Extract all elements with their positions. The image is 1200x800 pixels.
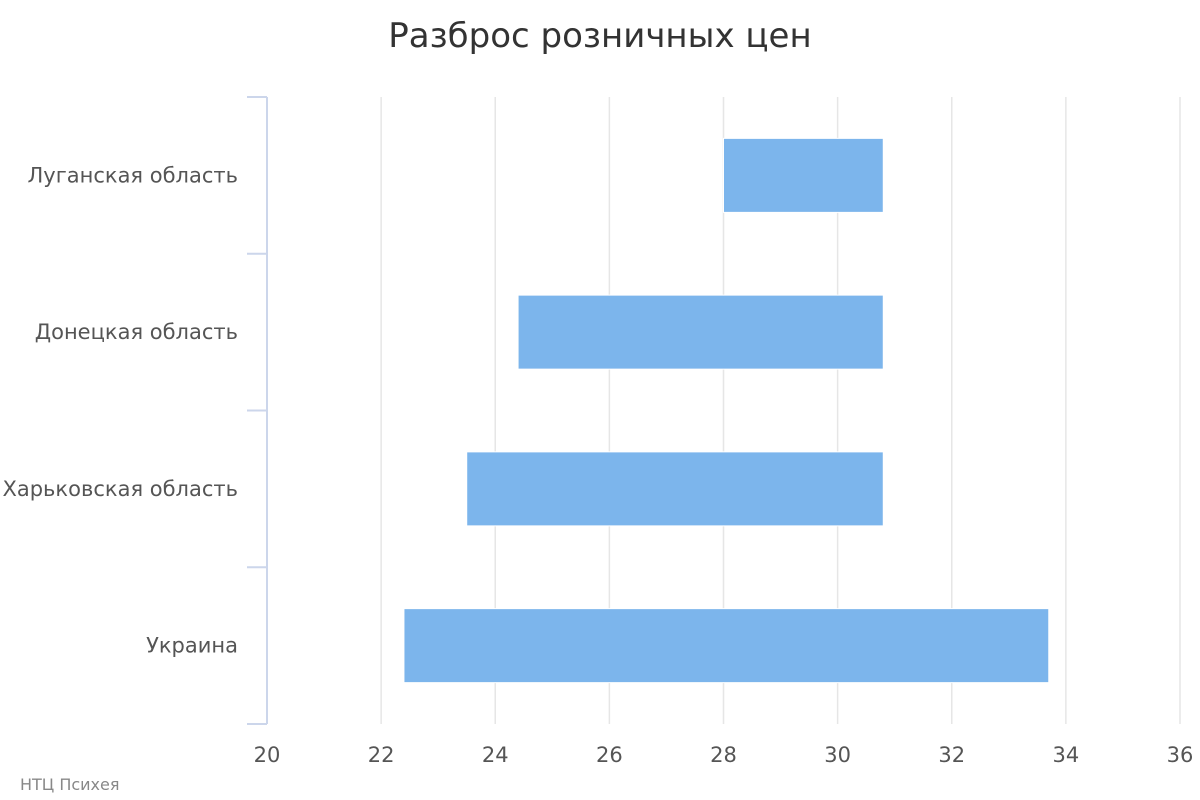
category-labels: Луганская область Донецкая область Харьков… <box>2 163 238 657</box>
category-axis <box>247 96 268 725</box>
x-tick-label: 30 <box>824 743 851 767</box>
x-tick-label: 34 <box>1053 743 1080 767</box>
credits-label: НТЦ Психея <box>20 775 119 794</box>
x-tick-label: 28 <box>710 743 737 767</box>
x-tick-label: 24 <box>482 743 509 767</box>
range-bar[interactable] <box>403 608 1050 684</box>
x-tick-label: 22 <box>368 743 395 767</box>
x-tick-label: 26 <box>596 743 623 767</box>
x-axis-tick-labels: 20 22 24 26 28 30 32 34 36 <box>254 743 1194 767</box>
range-bar[interactable] <box>723 137 884 213</box>
x-tick-label: 32 <box>938 743 965 767</box>
range-bar[interactable] <box>466 451 884 527</box>
category-label: Харьковская область <box>2 477 238 501</box>
category-label: Донецкая область <box>35 320 238 344</box>
chart-title: Разброс розничных цен <box>388 16 811 56</box>
category-label: Украина <box>146 634 238 658</box>
x-tick-label: 36 <box>1167 743 1194 767</box>
x-tick-label: 20 <box>254 743 281 767</box>
range-bar[interactable] <box>517 294 884 370</box>
category-label: Луганская область <box>27 163 238 187</box>
bars <box>403 137 1050 684</box>
